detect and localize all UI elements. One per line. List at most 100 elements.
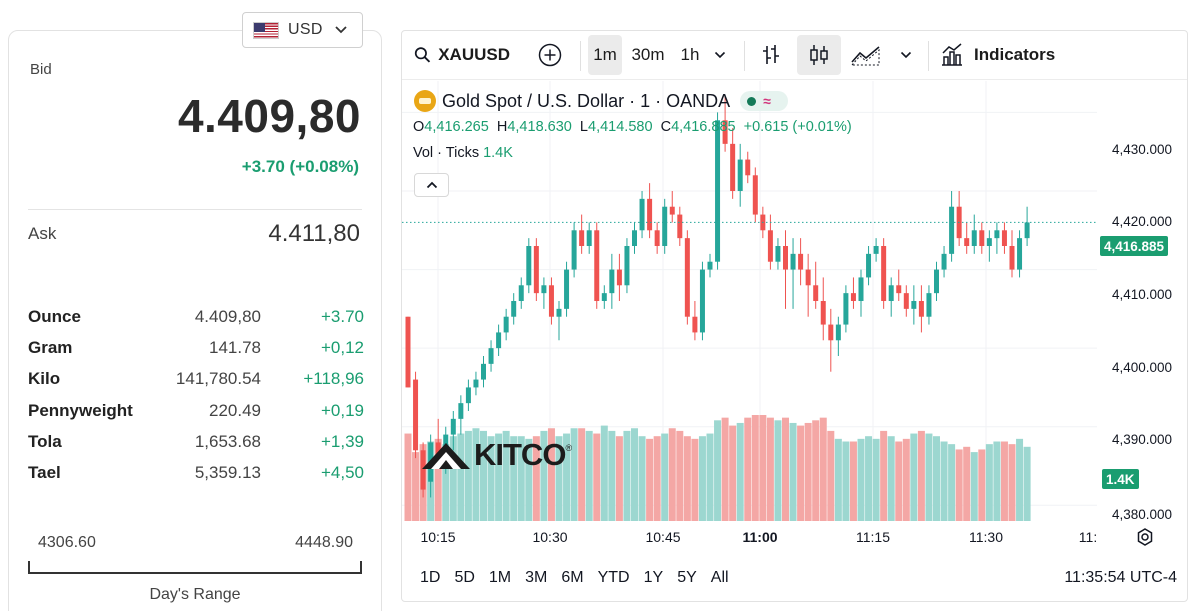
volume-bar <box>963 446 971 521</box>
candle-body <box>639 198 645 231</box>
chart-type-dropdown-button[interactable] <box>894 35 918 75</box>
range-1d-button[interactable]: 1D <box>420 569 441 586</box>
unit-row-tola: Tola 1,653.68 +1,39 <box>28 426 364 457</box>
price-axis-label: 4,410.000 <box>1112 287 1173 302</box>
candle-body <box>647 198 653 231</box>
candle-body <box>699 269 705 333</box>
interval-1h-button[interactable]: 1h <box>680 45 700 64</box>
candle-body <box>677 214 683 239</box>
volume-bar <box>910 433 918 521</box>
candle-body <box>730 143 736 191</box>
range-1y-button[interactable]: 1Y <box>643 569 664 586</box>
gold-bar-icon <box>414 90 436 112</box>
unit-row-pennyweight: Pennyweight 220.49 +0,19 <box>28 395 364 426</box>
chart-panel: XAUUSD 1m 30m 1h Indicators <box>401 30 1188 602</box>
candle-body <box>979 230 985 246</box>
collapse-legend-button[interactable] <box>414 173 449 197</box>
symbol-label: XAUUSD <box>438 45 510 64</box>
divider <box>28 209 362 210</box>
unit-change: +0,12 <box>320 337 364 357</box>
ask-price: 4.411,80 <box>268 220 360 247</box>
price-axis-label: 4,420.000 <box>1112 214 1173 229</box>
indicators-icon <box>942 43 962 66</box>
chevron-down-icon <box>900 51 912 59</box>
range-6m-button[interactable]: 6M <box>561 569 584 586</box>
candle-body <box>556 308 562 317</box>
volume-bar <box>940 441 948 521</box>
volume-bar <box>668 428 676 521</box>
volume-bar <box>578 428 586 521</box>
candle-body <box>911 301 917 309</box>
unit-name: Tola <box>28 431 62 451</box>
time-axis-label: 10:15 <box>420 529 456 545</box>
volume-bar <box>714 420 722 521</box>
volume-bar <box>532 436 540 521</box>
candle-body <box>465 387 471 404</box>
area-chart-icon <box>851 46 880 66</box>
candle-body <box>888 285 894 301</box>
compare-symbol-button[interactable] <box>534 35 566 75</box>
range-all-button[interactable]: All <box>710 569 729 586</box>
chart-clock[interactable]: 11:35:54 UTC-4 <box>1064 569 1177 586</box>
candle-body <box>873 246 879 254</box>
volume-bar <box>751 415 759 521</box>
kitco-logo-icon <box>422 443 470 469</box>
volume-bar <box>691 438 699 521</box>
candle-body <box>450 418 456 435</box>
candle-body <box>435 442 441 459</box>
volume-bar <box>887 436 895 521</box>
interval-30m-button[interactable]: 30m <box>631 45 665 64</box>
volume-bar <box>759 415 767 521</box>
volume-value: 1.4K <box>483 145 513 161</box>
bars-style-button[interactable] <box>754 35 788 75</box>
candle-body <box>1001 230 1007 246</box>
high-label: H <box>496 119 508 135</box>
volume-bar <box>615 436 623 521</box>
candle-body <box>752 175 758 215</box>
candle-body <box>481 363 486 380</box>
indicators-button[interactable]: Indicators <box>940 35 1060 75</box>
high-value: 4,418.630 <box>507 119 572 135</box>
range-5d-button[interactable]: 5D <box>454 569 475 586</box>
currency-select[interactable]: USD <box>242 12 363 48</box>
range-5y-button[interactable]: 5Y <box>677 569 697 586</box>
volume-bar <box>993 441 1001 521</box>
range-3m-button[interactable]: 3M <box>525 569 548 586</box>
unit-name: Gram <box>28 337 73 357</box>
candle-body <box>813 285 819 301</box>
candle-body <box>971 230 977 246</box>
candle-body <box>541 285 547 294</box>
interval-dropdown-button[interactable] <box>708 35 732 75</box>
candle-body <box>594 230 600 301</box>
price-chart[interactable] <box>402 81 1187 526</box>
volume-bar <box>948 444 956 521</box>
candle-body <box>767 230 773 262</box>
volume-bar <box>933 436 940 521</box>
volume-bar <box>661 433 669 521</box>
watermark-registered: ® <box>565 443 573 453</box>
volume-bar <box>608 430 616 521</box>
range-1m-button[interactable]: 1M <box>488 569 512 586</box>
market-open-dot-icon <box>747 96 757 106</box>
candles-style-button[interactable] <box>797 35 841 75</box>
range-ytd-button[interactable]: YTD <box>597 569 630 586</box>
candle-body <box>1009 246 1015 270</box>
area-style-button[interactable] <box>848 35 884 75</box>
currency-label: USD <box>288 21 323 38</box>
chart-settings-button[interactable] <box>1135 527 1155 552</box>
candle-body <box>684 238 690 317</box>
volume-bar <box>978 449 986 521</box>
time-axis-label: 11:00 <box>742 529 778 545</box>
volume-bar <box>834 438 842 521</box>
volume-bar <box>442 444 450 521</box>
interval-1m-button[interactable]: 1m <box>588 35 622 75</box>
symbol-search-button[interactable]: XAUUSD <box>410 35 510 75</box>
unit-price: 141.78 <box>209 337 261 357</box>
volume-bar <box>540 430 548 521</box>
days-range-high: 4448.90 <box>295 534 353 551</box>
days-range-low: 4306.60 <box>38 534 96 551</box>
low-value: 4,414.580 <box>588 119 653 135</box>
toolbar-separator <box>744 41 745 71</box>
market-status-badge[interactable]: ≈ <box>740 91 789 111</box>
candle-body <box>692 316 698 333</box>
